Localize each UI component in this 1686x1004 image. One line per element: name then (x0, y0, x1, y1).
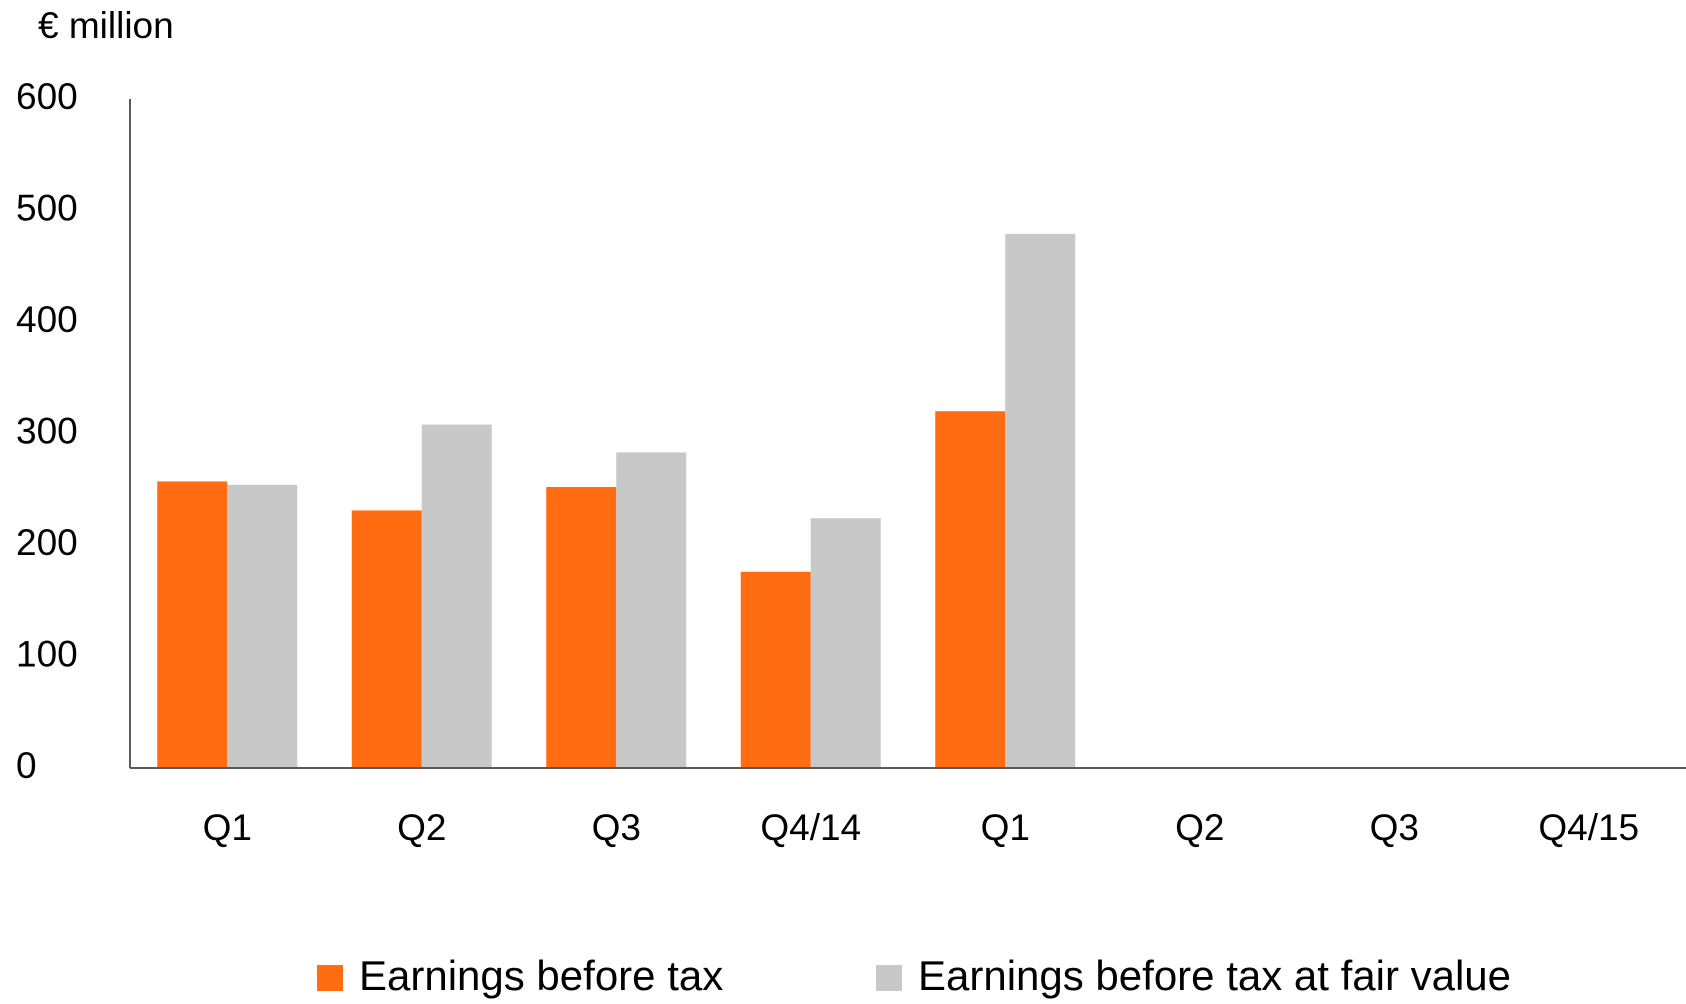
x-tick-label: Q4/14 (760, 807, 861, 848)
y-tick-label: 400 (16, 299, 78, 340)
bar (227, 484, 298, 768)
bar (616, 452, 687, 768)
bar (351, 510, 422, 768)
x-tick-label: Q3 (1370, 807, 1419, 848)
bar (935, 411, 1006, 768)
bar (1005, 233, 1076, 769)
bar (740, 571, 811, 768)
bar (157, 481, 228, 768)
y-tick-label: 600 (16, 76, 78, 117)
y-tick-label: 200 (16, 522, 78, 563)
bar (810, 518, 881, 768)
x-tick-label: Q1 (981, 807, 1030, 848)
bar (546, 487, 617, 768)
legend-label: Earnings before tax at fair value (918, 952, 1511, 999)
bar (421, 424, 492, 768)
y-axis-label: € million (38, 5, 174, 46)
x-tick-label: Q4/15 (1538, 807, 1639, 848)
legend-label: Earnings before tax (359, 952, 723, 999)
y-tick-label: 300 (16, 410, 78, 451)
legend-swatch (876, 965, 902, 991)
x-tick-label: Q2 (1175, 807, 1224, 848)
legend-swatch (317, 965, 343, 991)
x-tick-label: Q3 (592, 807, 641, 848)
y-tick-label: 100 (16, 633, 78, 674)
y-tick-label: 500 (16, 187, 78, 228)
x-tick-label: Q1 (203, 807, 252, 848)
x-tick-label: Q2 (397, 807, 446, 848)
y-tick-label: 0 (16, 745, 37, 786)
